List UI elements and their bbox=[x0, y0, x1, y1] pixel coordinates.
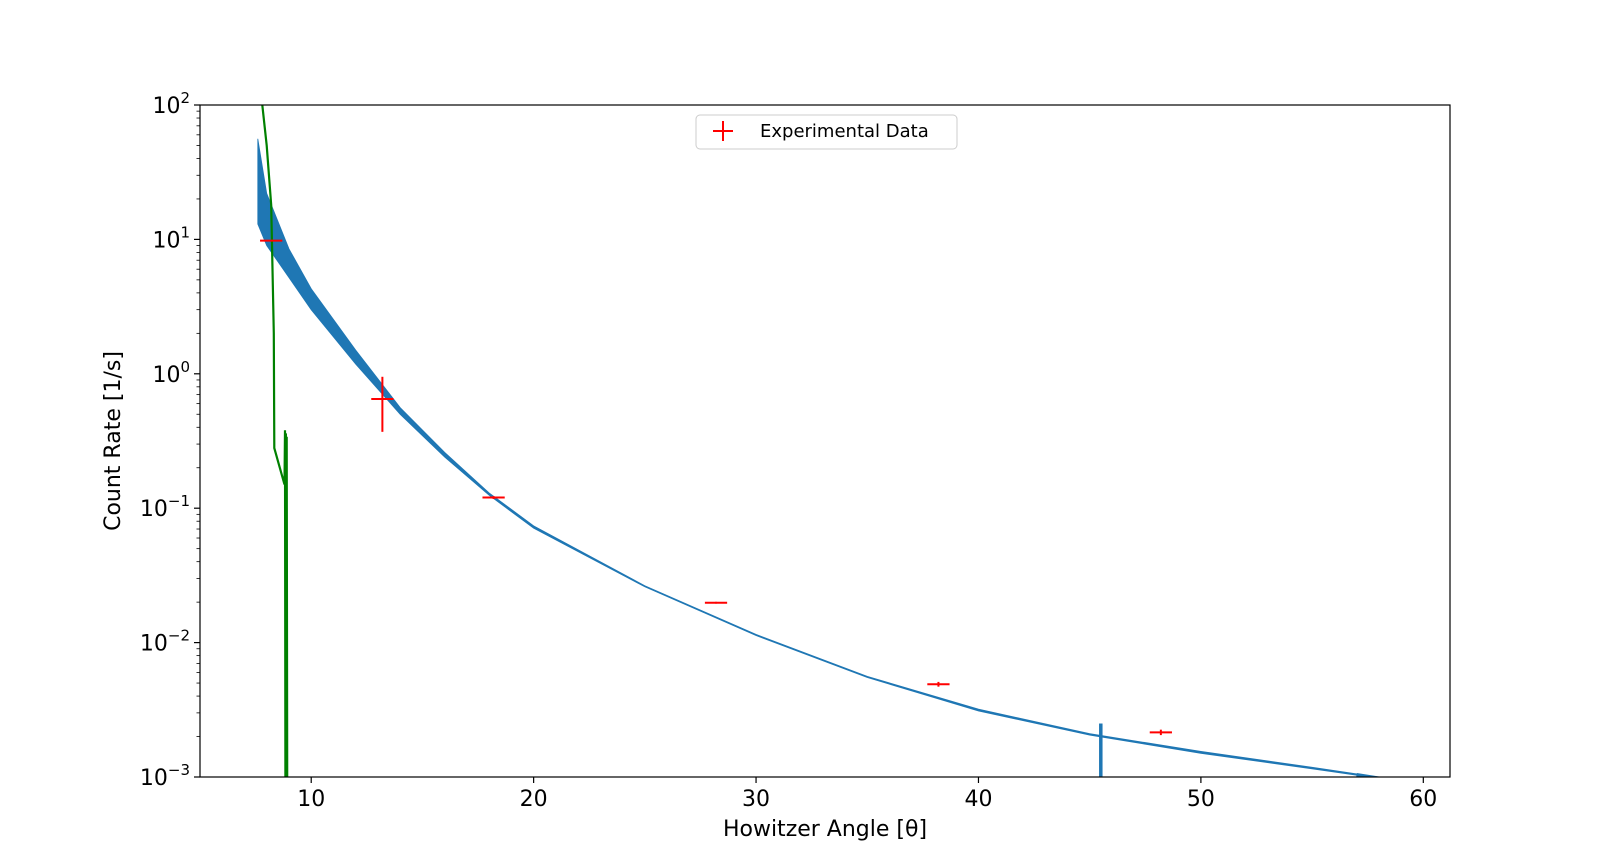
legend: Experimental Data bbox=[695, 114, 958, 150]
model-band-tail bbox=[1356, 772, 1383, 777]
data-point bbox=[927, 681, 950, 687]
y-axis: 10−3 10−2 10−1 100 101 102 bbox=[140, 89, 200, 791]
x-tick-label: 10 bbox=[297, 787, 325, 812]
y-tick-label: 100 bbox=[152, 358, 190, 388]
data-point bbox=[704, 601, 728, 604]
x-axis: 10 20 30 40 50 60 bbox=[297, 777, 1437, 812]
data-point bbox=[371, 376, 394, 432]
y-tick-label: 10−2 bbox=[140, 627, 190, 657]
x-tick-label: 20 bbox=[520, 787, 548, 812]
data-point bbox=[482, 496, 505, 500]
x-tick-label: 30 bbox=[742, 787, 770, 812]
plot-area bbox=[257, 105, 1383, 777]
y-tick-label: 102 bbox=[152, 89, 190, 119]
green-curve bbox=[261, 105, 289, 777]
x-tick-label: 40 bbox=[964, 787, 992, 812]
y-tick-label: 10−3 bbox=[140, 761, 190, 791]
model-band bbox=[257, 138, 1381, 777]
data-point bbox=[1149, 729, 1172, 736]
y-tick-label: 10−1 bbox=[140, 492, 190, 522]
legend-box bbox=[695, 114, 958, 150]
plot-frame bbox=[199, 104, 1451, 778]
y-tick-label: 101 bbox=[152, 223, 190, 253]
legend-label-experimental-data: Experimental Data bbox=[760, 121, 929, 142]
x-tick-label: 50 bbox=[1187, 787, 1215, 812]
x-axis-label: Howitzer Angle [θ] bbox=[723, 817, 927, 842]
x-tick-label: 60 bbox=[1409, 787, 1437, 812]
y-axis-label: Count Rate [1/s] bbox=[101, 351, 126, 531]
